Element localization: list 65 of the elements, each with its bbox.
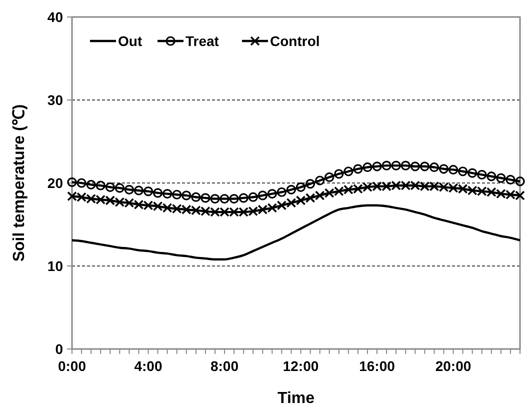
point xyxy=(200,193,210,203)
point xyxy=(344,166,354,176)
line-series xyxy=(70,204,522,260)
point xyxy=(458,166,468,176)
point xyxy=(448,164,458,175)
point xyxy=(143,186,154,196)
point xyxy=(67,177,77,187)
point xyxy=(515,176,525,186)
point xyxy=(134,186,144,196)
point xyxy=(420,162,430,172)
point xyxy=(114,183,124,193)
point xyxy=(353,164,363,174)
point xyxy=(506,174,516,184)
point xyxy=(438,164,449,174)
point xyxy=(258,190,268,200)
point xyxy=(286,184,296,194)
point xyxy=(429,162,440,172)
point xyxy=(96,180,106,190)
point xyxy=(306,179,316,189)
x-axis-title: Time xyxy=(277,390,315,407)
point xyxy=(324,172,334,182)
point xyxy=(229,194,239,204)
point xyxy=(486,172,496,182)
legend-label: Treat xyxy=(186,32,220,49)
point xyxy=(86,180,96,190)
point xyxy=(496,173,506,183)
point xyxy=(276,187,286,197)
point xyxy=(152,188,163,198)
point xyxy=(248,192,258,202)
x-tick-label: 8:00 xyxy=(210,358,239,374)
point xyxy=(172,190,182,200)
y-tick-label: 30 xyxy=(47,92,64,108)
point xyxy=(76,178,86,188)
point xyxy=(362,162,372,172)
y-tick-label: 40 xyxy=(47,8,64,25)
x-tick-label: 4:00 xyxy=(134,358,162,374)
point xyxy=(238,193,248,203)
point xyxy=(391,160,401,170)
x-tick-label: 20:00 xyxy=(435,358,472,374)
point xyxy=(400,160,410,170)
point xyxy=(468,168,478,178)
point xyxy=(267,188,277,199)
point xyxy=(372,162,382,172)
point xyxy=(410,162,420,172)
point xyxy=(477,170,487,180)
x-tick-label: 16:00 xyxy=(359,358,396,374)
y-tick-label: 20 xyxy=(47,174,64,191)
point xyxy=(220,194,230,204)
y-tick-label: 0 xyxy=(55,340,64,357)
y-tick-label: 10 xyxy=(47,258,64,274)
point xyxy=(334,169,344,179)
point xyxy=(382,160,392,170)
point xyxy=(105,182,115,192)
point xyxy=(182,190,192,200)
point xyxy=(210,194,220,204)
legend-label: Out xyxy=(118,32,142,49)
legend-label: Control xyxy=(270,32,320,49)
x-tick-label: 12:00 xyxy=(282,358,319,374)
point xyxy=(315,176,325,186)
point xyxy=(162,188,172,199)
point xyxy=(124,184,134,194)
y-axis-title: Soil temperature (℃) xyxy=(11,104,28,262)
x-tick-label: 0:00 xyxy=(58,358,86,374)
point xyxy=(296,182,306,192)
point xyxy=(191,192,201,202)
